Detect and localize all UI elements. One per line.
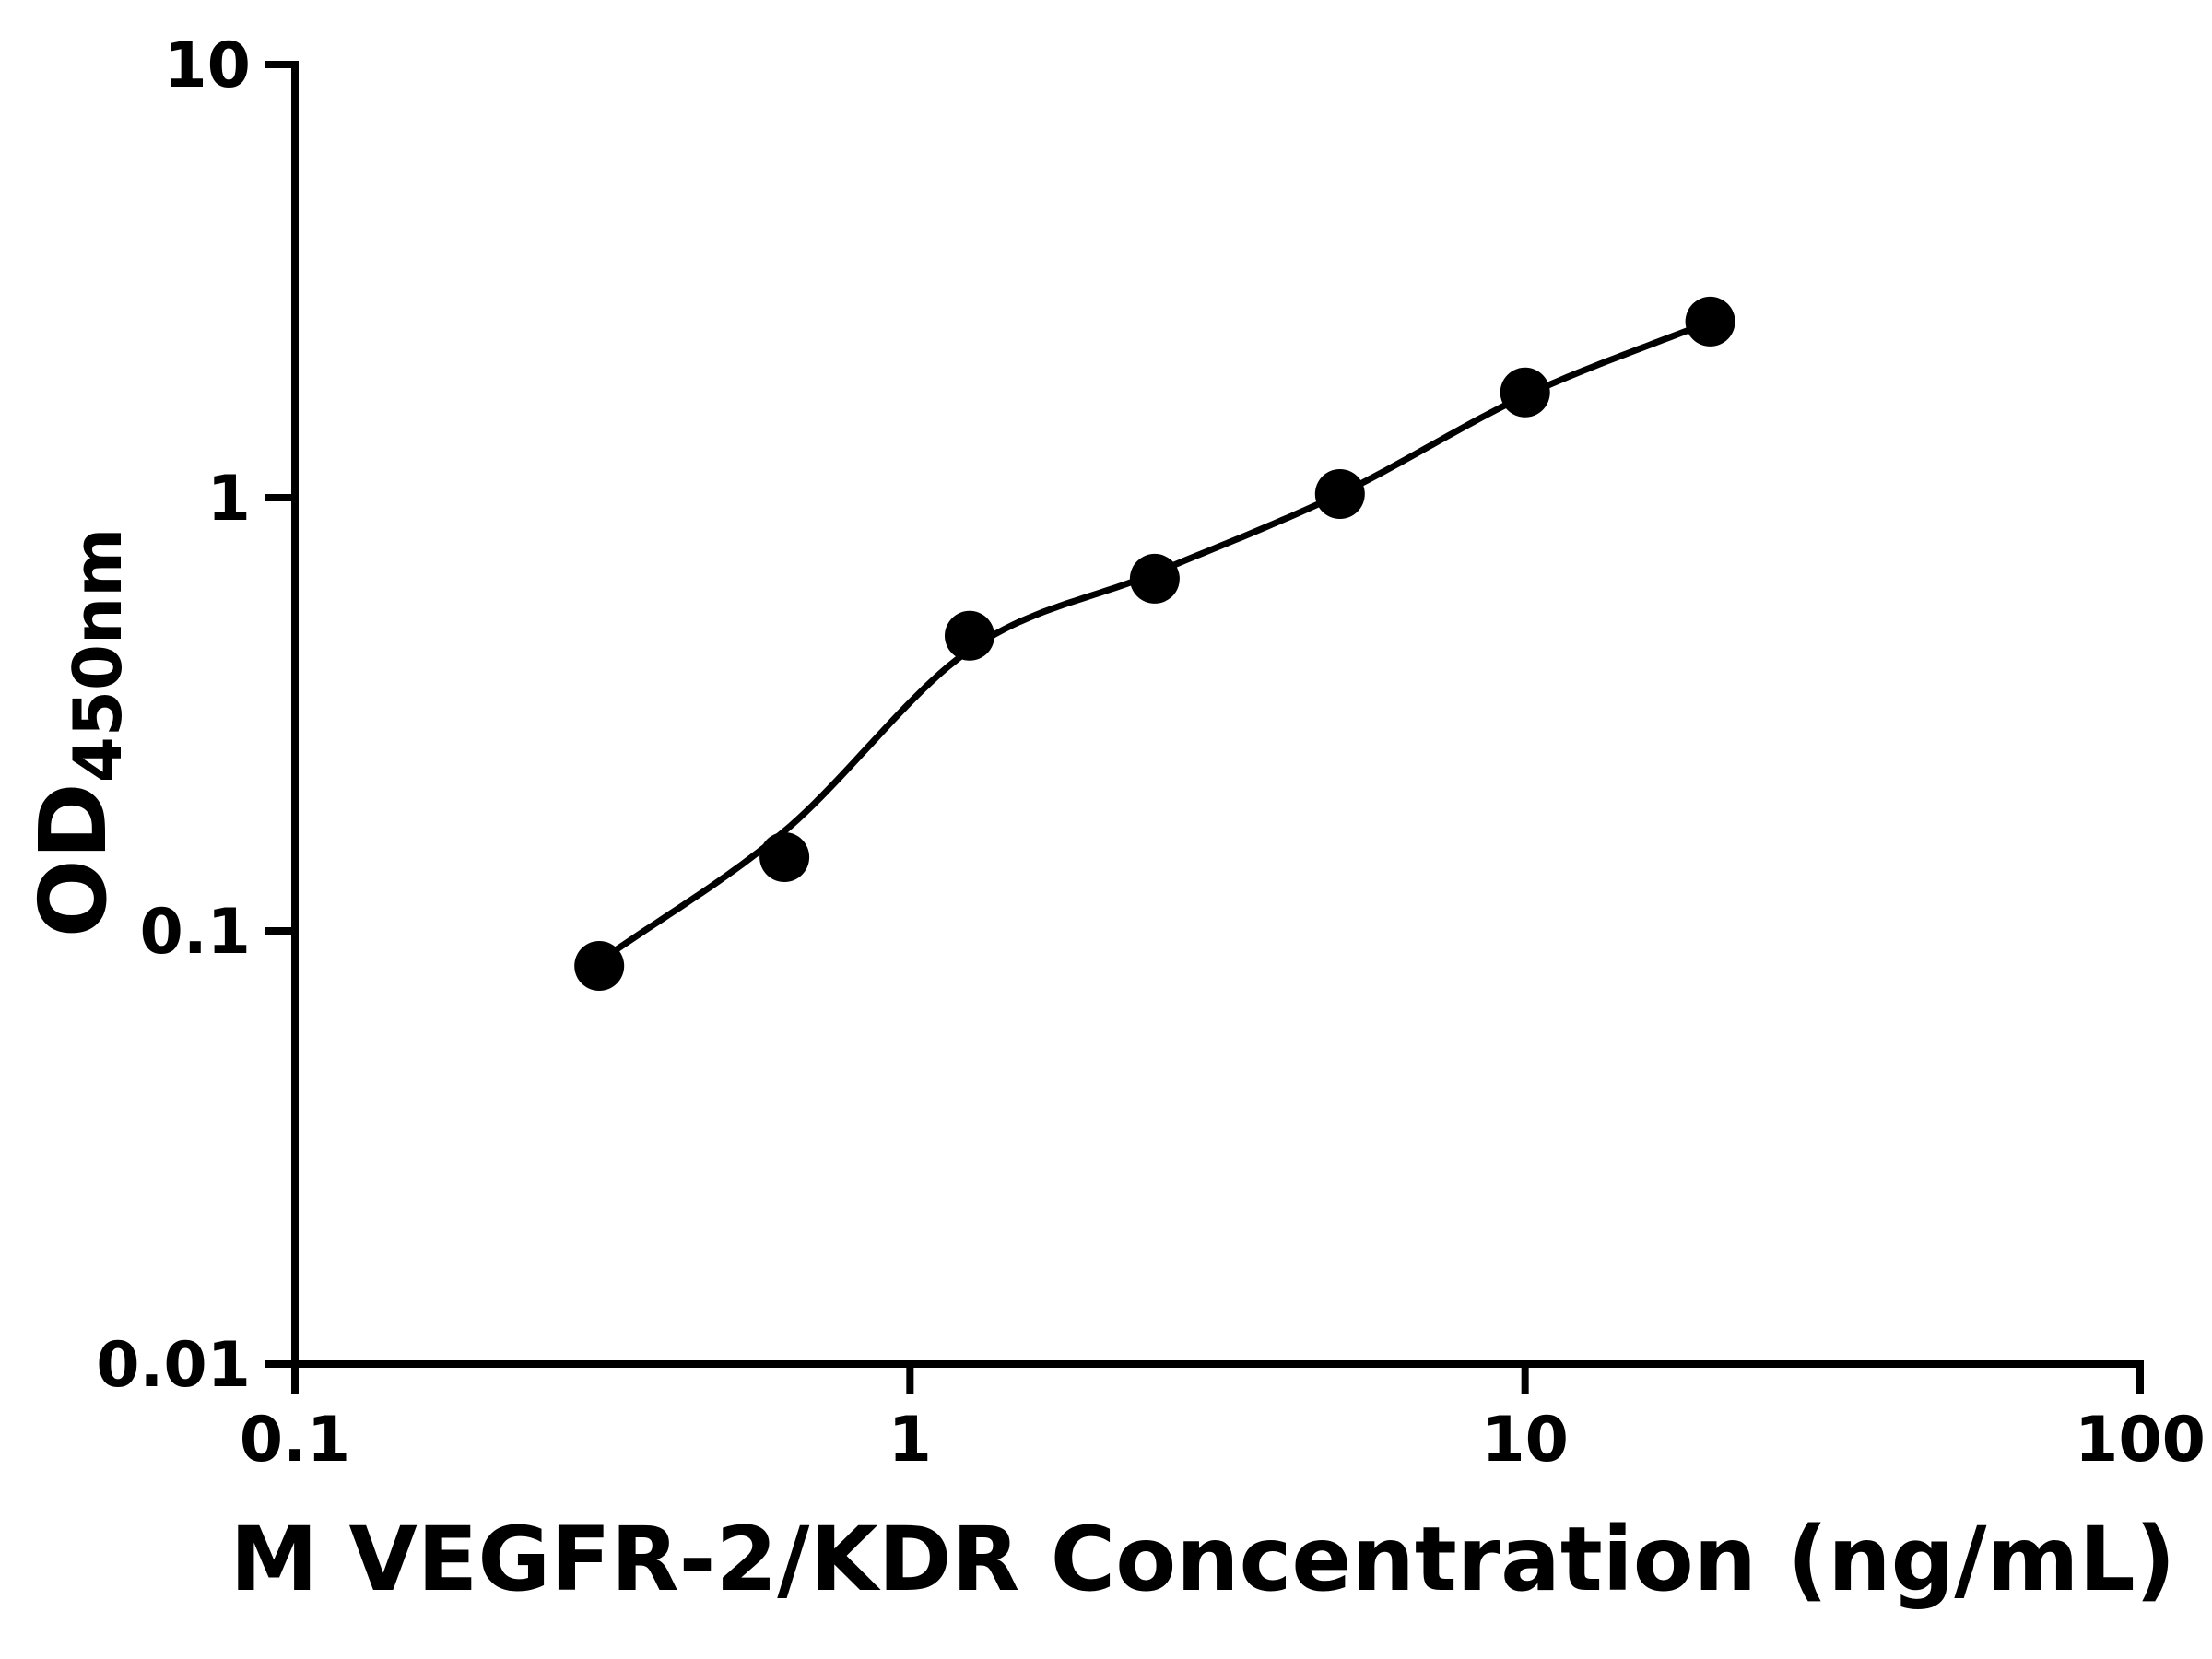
y-tick-label: 0.1	[140, 896, 251, 969]
data-point	[1500, 367, 1550, 418]
y-axis-label-sub: 450nm	[59, 527, 136, 783]
y-tick-label: 1	[207, 463, 251, 535]
data-point	[574, 941, 625, 991]
x-tick-label: 100	[2075, 1404, 2206, 1477]
y-axis-label: OD 450nm	[14, 493, 136, 972]
x-axis-label: M VEGFR-2/KDR Concentration (ng/mL)	[229, 1508, 2176, 1611]
data-point	[759, 832, 810, 882]
axes	[291, 61, 2144, 1368]
data-point	[1685, 296, 1735, 347]
x-tick-label: 1	[888, 1404, 932, 1477]
data-point	[1314, 469, 1365, 519]
data-point	[1129, 553, 1180, 604]
y-tick-label: 0.01	[96, 1329, 251, 1402]
y-tick-label: 10	[163, 29, 251, 102]
x-tick-label: 10	[1481, 1404, 1569, 1477]
x-tick-label: 0.1	[240, 1404, 350, 1477]
y-axis-label-main: OD	[19, 782, 127, 938]
data-point	[945, 610, 994, 661]
